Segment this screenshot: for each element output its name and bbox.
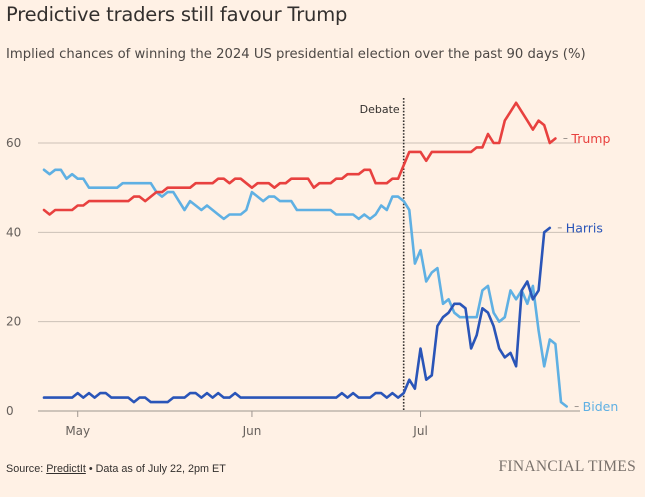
annotations: Debate	[360, 98, 405, 411]
source-prefix: Source:	[6, 463, 47, 475]
chart-subtitle: Implied chances of winning the 2024 US p…	[6, 47, 586, 62]
series-labels: Trump Harris Biden	[557, 131, 619, 414]
brand-logo: FINANCIAL TIMES	[498, 458, 636, 475]
x-tick-label: Jun	[242, 424, 262, 438]
y-tick-label: 20	[6, 315, 21, 329]
x-tick-label: May	[65, 424, 90, 438]
source-note: Source: PredictIt • Data as of July 22, …	[6, 463, 226, 475]
debate-annotation-label: Debate	[360, 103, 400, 116]
series-lines	[42, 101, 569, 408]
y-tick-label: 0	[6, 404, 14, 418]
series-label-harris: Harris	[566, 220, 603, 235]
series-label-trump: Trump	[570, 131, 610, 146]
x-axis: May Jun Jul	[65, 411, 428, 438]
gridlines	[38, 142, 580, 412]
source-link[interactable]: PredictIt	[46, 463, 86, 475]
x-tick-label: Jul	[412, 424, 427, 438]
y-tick-label: 60	[6, 136, 21, 150]
series-line-biden	[42, 168, 569, 408]
source-suffix: • Data as of July 22, 2pm ET	[85, 463, 226, 475]
chart-title: Predictive traders still favour Trump	[6, 3, 348, 26]
series-label-biden: Biden	[583, 399, 619, 414]
y-tick-label: 40	[6, 225, 21, 239]
series-line-trump	[42, 101, 557, 216]
series-line-harris	[42, 226, 552, 404]
y-axis: 0 20 40 60	[6, 136, 21, 418]
